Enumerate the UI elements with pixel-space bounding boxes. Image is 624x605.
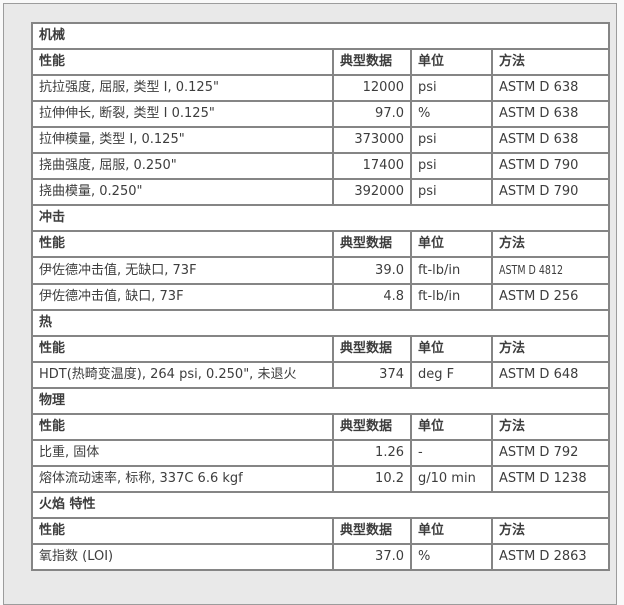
column-header-method: 方法	[492, 231, 610, 257]
section-title: 冲击	[32, 205, 610, 231]
value-cell: 392000	[333, 179, 411, 205]
data-row: 挠曲强度, 屈服, 0.250" 17400 psi ASTM D 790	[32, 153, 610, 179]
property-cell: 挠曲强度, 屈服, 0.250"	[32, 153, 333, 179]
column-header-value: 典型数据	[333, 49, 411, 75]
column-header-property: 性能	[32, 414, 333, 440]
value-cell: 39.0	[333, 257, 411, 284]
column-header-unit: 单位	[411, 336, 492, 362]
column-header-unit: 单位	[411, 518, 492, 544]
unit-cell: psi	[411, 153, 492, 179]
unit-cell: psi	[411, 75, 492, 101]
value-cell: 37.0	[333, 544, 411, 570]
section-title: 机械	[32, 23, 610, 49]
section-title: 热	[32, 310, 610, 336]
data-row: 伊佐德冲击值, 无缺口, 73F 39.0 ft-lb/in ASTM D 4812	[32, 257, 610, 284]
method-cell: ASTM D 792	[492, 440, 610, 466]
material-properties-table: 机械 性能 典型数据 单位 方法 抗拉强度, 屈服, 类型 I, 0.125" 12000 p…	[31, 22, 611, 571]
data-row: 拉伸模量, 类型 I, 0.125" 373000 psi ASTM D 638	[32, 127, 610, 153]
method-cell: ASTM D 256	[492, 284, 610, 310]
property-cell: HDT(热畸变温度), 264 psi, 0.250", 未退火	[32, 362, 333, 388]
column-header-method: 方法	[492, 414, 610, 440]
method-text-condensed: ASTM D 4812	[499, 262, 564, 277]
data-row: 拉伸伸长, 断裂, 类型 I 0.125" 97.0% ASTM D 638	[32, 101, 610, 127]
data-row: 挠曲模量, 0.250" 392000 psi ASTM D 790	[32, 179, 610, 205]
property-cell: 伊佐德冲击值, 缺口, 73F	[32, 284, 333, 310]
value-cell: 374	[333, 362, 411, 388]
section-title: 物理	[32, 388, 610, 414]
property-cell: 比重, 固体	[32, 440, 333, 466]
value-cell: 17400	[333, 153, 411, 179]
unit-cell: psi	[411, 179, 492, 205]
unit-cell: ft-lb/in	[411, 257, 492, 284]
value-cell: 97.0	[333, 101, 411, 127]
column-header-property: 性能	[32, 518, 333, 544]
column-header-property: 性能	[32, 336, 333, 362]
section-row: 物理	[32, 388, 610, 414]
column-header-row: 性能 典型数据 单位 方法	[32, 518, 610, 544]
unit-cell: g/10 min	[411, 466, 492, 492]
column-header-unit: 单位	[411, 231, 492, 257]
column-header-property: 性能	[32, 231, 333, 257]
unit-cell: deg F	[411, 362, 492, 388]
section-title: 火焰 特性	[32, 492, 610, 518]
column-header-value: 典型数据	[333, 231, 411, 257]
section-row: 火焰 特性	[32, 492, 610, 518]
data-row: 氧指数 (LOI) 37.0% ASTM D 2863	[32, 544, 610, 570]
section-row: 冲击	[32, 205, 610, 231]
section-row: 机械	[32, 23, 610, 49]
property-cell: 氧指数 (LOI)	[32, 544, 333, 570]
column-header-method: 方法	[492, 49, 610, 75]
data-row: 伊佐德冲击值, 缺口, 73F 4.8 ft-lb/in ASTM D 256	[32, 284, 610, 310]
method-cell: ASTM D 638	[492, 75, 610, 101]
unit-cell: %	[411, 101, 492, 127]
column-header-value: 典型数据	[333, 518, 411, 544]
property-cell: 熔体流动速率, 标称, 337C 6.6 kgf	[32, 466, 333, 492]
value-cell: 1.26	[333, 440, 411, 466]
method-cell: ASTM D 2863	[492, 544, 610, 570]
properties-table-body: 机械 性能 典型数据 单位 方法 抗拉强度, 屈服, 类型 I, 0.125" 12000 p…	[32, 23, 610, 570]
data-row: 比重, 固体 1.26- ASTM D 792	[32, 440, 610, 466]
method-cell: ASTM D 638	[492, 101, 610, 127]
column-header-unit: 单位	[411, 414, 492, 440]
column-header-property: 性能	[32, 49, 333, 75]
column-header-row: 性能 典型数据 单位 方法	[32, 49, 610, 75]
column-header-value: 典型数据	[333, 336, 411, 362]
column-header-method: 方法	[492, 336, 610, 362]
property-cell: 抗拉强度, 屈服, 类型 I, 0.125"	[32, 75, 333, 101]
unit-cell: -	[411, 440, 492, 466]
column-header-method: 方法	[492, 518, 610, 544]
value-cell: 10.2	[333, 466, 411, 492]
value-cell: 4.8	[333, 284, 411, 310]
unit-cell: ft-lb/in	[411, 284, 492, 310]
column-header-unit: 单位	[411, 49, 492, 75]
unit-cell: psi	[411, 127, 492, 153]
property-cell: 拉伸伸长, 断裂, 类型 I 0.125"	[32, 101, 333, 127]
data-row: 抗拉强度, 屈服, 类型 I, 0.125" 12000 psi ASTM D 638	[32, 75, 610, 101]
method-cell: ASTM D 1238	[492, 466, 610, 492]
property-cell: 伊佐德冲击值, 无缺口, 73F	[32, 257, 333, 284]
value-cell: 12000	[333, 75, 411, 101]
data-row: HDT(热畸变温度), 264 psi, 0.250", 未退火 374 deg F…	[32, 362, 610, 388]
column-header-row: 性能 典型数据 单位 方法	[32, 336, 610, 362]
column-header-row: 性能 典型数据 单位 方法	[32, 231, 610, 257]
page-panel: 机械 性能 典型数据 单位 方法 抗拉强度, 屈服, 类型 I, 0.125" 12000 p…	[3, 3, 617, 605]
method-cell: ASTM D 648	[492, 362, 610, 388]
value-cell: 373000	[333, 127, 411, 153]
unit-cell: %	[411, 544, 492, 570]
property-cell: 挠曲模量, 0.250"	[32, 179, 333, 205]
method-cell: ASTM D 790	[492, 179, 610, 205]
column-header-row: 性能 典型数据 单位 方法	[32, 414, 610, 440]
method-cell: ASTM D 790	[492, 153, 610, 179]
method-cell: ASTM D 638	[492, 127, 610, 153]
method-cell: ASTM D 4812	[492, 257, 610, 284]
data-row: 熔体流动速率, 标称, 337C 6.6 kgf 10.2 g/10 min ASTM…	[32, 466, 610, 492]
section-row: 热	[32, 310, 610, 336]
column-header-value: 典型数据	[333, 414, 411, 440]
property-cell: 拉伸模量, 类型 I, 0.125"	[32, 127, 333, 153]
